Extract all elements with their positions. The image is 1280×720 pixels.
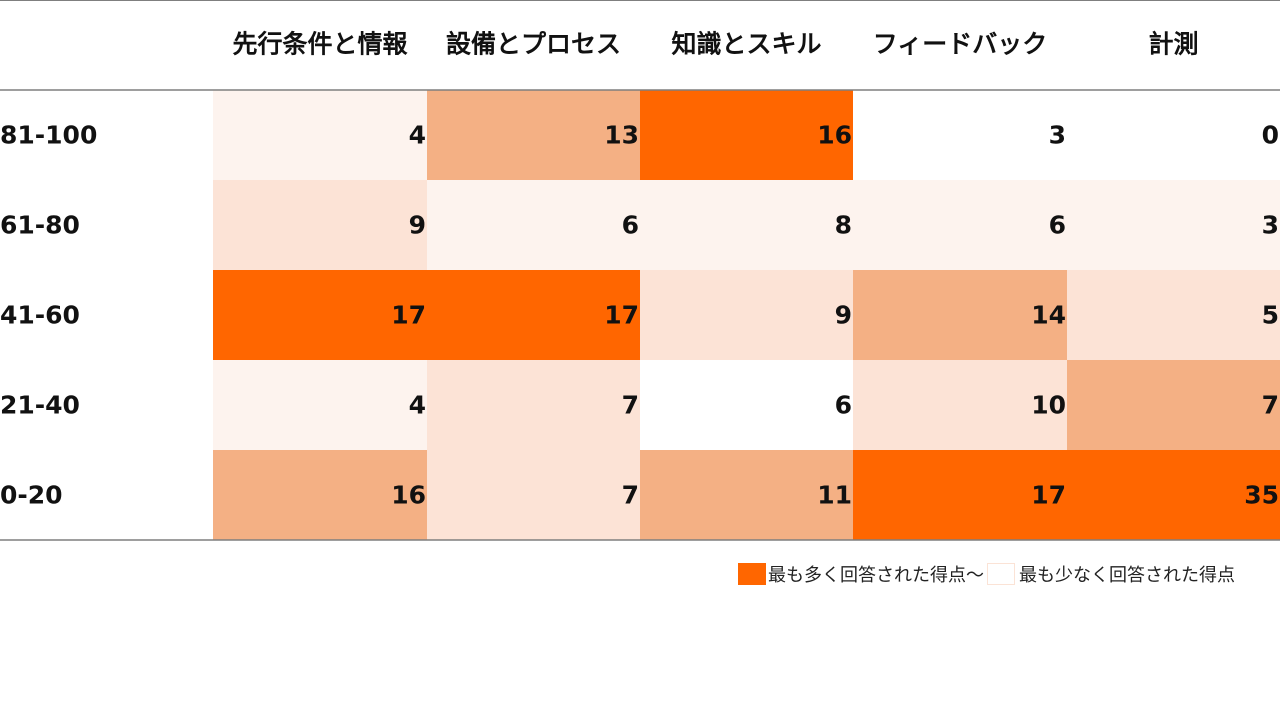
heatmap-cell [640,180,853,270]
heatmap-cell [640,270,853,360]
row-label: 0-20 [0,481,63,510]
heatmap-cell [853,270,1067,360]
cell-value: 13 [604,121,639,150]
cell-value: 6 [622,211,639,240]
heatmap-cell [213,270,427,360]
cell-value: 14 [1031,301,1066,330]
heatmap-cell [427,180,640,270]
heatmap-cell [1067,90,1280,180]
row-label: 21-40 [0,391,80,420]
heatmap-cell [427,90,640,180]
heatmap-chart: 先行条件と情報 設備とプロセス 知識とスキル フィードバック 計測 81-100 61-80… [0,0,1280,541]
cell-value: 10 [1031,391,1066,420]
heatmap-cell [1067,450,1280,540]
cell-value: 17 [604,301,639,330]
heatmap-cell [1067,360,1280,450]
heatmap-cell [213,180,427,270]
cell-value: 8 [835,211,852,240]
legend-high-swatch [738,563,766,585]
cell-value: 17 [1031,481,1066,510]
column-header: 先行条件と情報 [232,30,408,59]
cell-value: 6 [835,391,852,420]
column-header: フィードバック [873,30,1048,59]
cell-value: 7 [622,391,639,420]
heatmap-cell [213,360,427,450]
column-header: 設備とプロセス [446,30,621,59]
cell-value: 9 [409,211,426,240]
cell-value: 35 [1244,481,1279,510]
cell-value: 7 [622,481,639,510]
row-label: 61-80 [0,211,80,240]
column-header: 知識とスキル [671,30,821,59]
legend: 最も多く回答された得点～ 最も少なく回答された得点 [738,561,1235,587]
cell-value: 4 [409,121,426,150]
cell-value: 7 [1262,391,1279,420]
cell-value: 16 [817,121,852,150]
cell-value: 11 [817,481,852,510]
cell-value: 16 [391,481,426,510]
cell-value: 0 [1262,121,1279,150]
legend-low-swatch [987,563,1015,585]
heatmap-cell [1067,180,1280,270]
cell-value: 6 [1049,211,1066,240]
cell-value: 9 [835,301,852,330]
heatmap-cell [640,90,853,180]
heatmap-cell [427,450,640,540]
heatmap-cell [1067,270,1280,360]
legend-high-label: 最も多く回答された得点～ [768,565,984,586]
column-header: 計測 [1148,30,1198,59]
cell-value: 17 [391,301,426,330]
heatmap-cell [853,360,1067,450]
heatmap-cell [427,360,640,450]
heatmap-cell [213,450,427,540]
row-label: 41-60 [0,301,80,330]
row-label: 81-100 [0,121,97,150]
cell-value: 5 [1262,301,1279,330]
heatmap-cell [213,90,427,180]
cell-value: 4 [409,391,426,420]
cell-value: 3 [1049,121,1066,150]
heatmap-cell [853,90,1067,180]
heatmap-cell [640,360,853,450]
heatmap-cell [853,180,1067,270]
heatmap-cell [640,450,853,540]
cell-value: 3 [1262,211,1279,240]
heatmap-cell [427,270,640,360]
heatmap-cell [853,450,1067,540]
legend-low-label: 最も少なく回答された得点 [1019,565,1235,586]
